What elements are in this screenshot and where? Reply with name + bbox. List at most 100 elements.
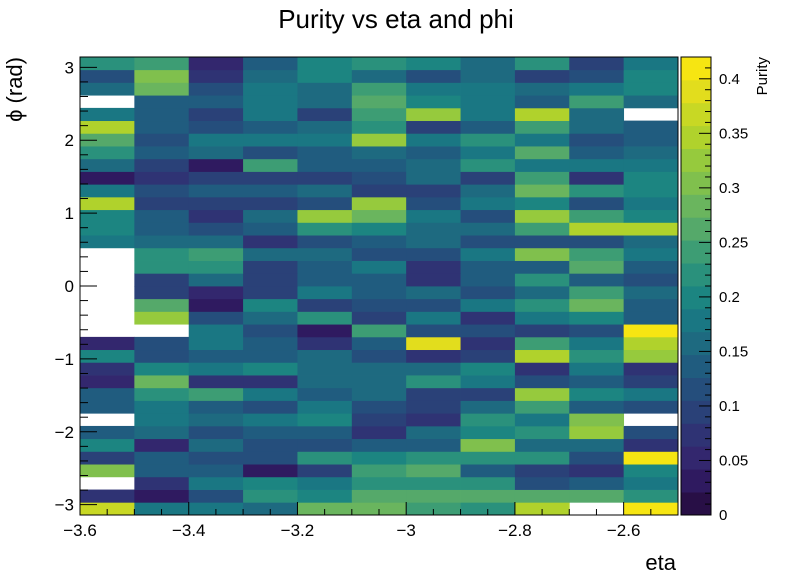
heatmap-cell	[406, 184, 461, 198]
heatmap-cell	[514, 349, 570, 363]
heatmap-cell	[514, 184, 570, 198]
heatmap-cell	[80, 120, 135, 134]
heatmap-cell	[188, 349, 244, 363]
heatmap-cell	[80, 502, 135, 516]
heatmap-cell	[351, 502, 407, 516]
heatmap-cell	[623, 235, 679, 249]
heatmap-cell	[134, 298, 190, 312]
heatmap-cell	[569, 286, 625, 300]
heatmap-cell	[406, 57, 461, 71]
color-scale-segment	[681, 79, 711, 104]
heatmap-cell	[351, 260, 407, 274]
heatmap-cell	[351, 82, 407, 96]
heatmap-cell	[351, 69, 407, 83]
heatmap-cell	[406, 387, 461, 401]
heatmap-cell	[297, 209, 353, 223]
heatmap-cell	[134, 95, 190, 109]
heatmap-cell	[188, 184, 244, 198]
z-tick-label: 0.4	[719, 71, 740, 88]
heatmap-cell	[297, 235, 353, 249]
heatmap-cell	[351, 247, 407, 261]
heatmap-cell	[243, 69, 298, 83]
heatmap-cell	[460, 298, 516, 312]
heatmap-cell	[406, 133, 461, 147]
heatmap-cell	[351, 133, 407, 147]
heatmap-cell	[569, 196, 625, 211]
heatmap-cell	[297, 362, 353, 376]
heatmap-cell	[351, 324, 407, 338]
heatmap-cell	[569, 184, 625, 198]
color-scale-segment	[681, 194, 711, 218]
heatmap-cell	[351, 451, 407, 465]
heatmap-cell	[569, 349, 625, 363]
color-scale-bar	[681, 57, 711, 516]
color-scale-segment	[681, 102, 711, 127]
heatmap-cell	[80, 425, 135, 440]
x-axis-ticks: −3.6 −3.4 −3.2 −3 −2.8 −2.6	[63, 502, 679, 540]
heatmap-cell	[188, 298, 244, 312]
heatmap-cell	[297, 438, 353, 452]
heatmap-cell	[80, 349, 135, 363]
heatmap-cell	[188, 324, 244, 338]
heatmap-cell	[569, 235, 625, 249]
heatmap-cell	[297, 57, 353, 71]
heatmap-cell	[569, 324, 625, 338]
heatmap-cell	[460, 273, 516, 287]
heatmap-cell	[514, 171, 570, 185]
y-tick-label: −2	[55, 423, 74, 442]
heatmap-cell	[569, 69, 625, 83]
x-tick-label: −2.6	[607, 521, 641, 540]
heatmap-cell	[297, 82, 353, 96]
heatmap-cell	[514, 476, 570, 490]
y-tick-label: −3	[55, 496, 74, 515]
heatmap-cell	[243, 476, 298, 490]
heatmap-cell	[134, 196, 190, 211]
heatmap-cell	[80, 387, 135, 401]
heatmap-cell	[406, 425, 461, 440]
color-scale-ticks: 0 0.05 0.1 0.15 0.2 0.25 0.3 0.35 0.4	[699, 67, 748, 524]
heatmap-cell	[243, 171, 298, 185]
heatmap-cell	[406, 438, 461, 452]
heatmap-cell	[297, 349, 353, 363]
heatmap-cell	[569, 273, 625, 287]
heatmap-cell	[569, 146, 625, 160]
heatmap-cell	[406, 273, 461, 287]
heatmap-cell	[406, 413, 461, 427]
heatmap-cell	[243, 146, 298, 160]
heatmap-cell	[514, 69, 570, 83]
heatmap-cell	[80, 82, 135, 96]
heatmap-cell	[243, 336, 298, 351]
heatmap-cell	[406, 286, 461, 300]
heatmap-cell	[351, 209, 407, 223]
color-scale-segment	[681, 125, 711, 149]
heatmap-cell	[134, 146, 190, 160]
heatmap-cell	[623, 146, 679, 160]
heatmap-cell	[80, 222, 135, 236]
heatmap-cell	[80, 489, 135, 503]
heatmap-cell	[134, 362, 190, 376]
heatmap-cell	[243, 184, 298, 198]
heatmap-cell	[351, 120, 407, 134]
heatmap-cell	[188, 57, 244, 71]
heatmap-cell	[623, 209, 679, 223]
heatmap-cell	[134, 425, 190, 440]
heatmap-cell	[297, 158, 353, 172]
heatmap-cell	[243, 133, 298, 147]
heatmap-cell	[460, 349, 516, 363]
heatmap-cell	[351, 362, 407, 376]
heatmap-cell	[623, 349, 679, 363]
heatmap-cell	[188, 400, 244, 414]
heatmap-cell	[134, 502, 190, 516]
heatmap-cell	[623, 425, 679, 440]
color-scale-segment	[681, 446, 711, 470]
heatmap-cell	[351, 107, 407, 122]
heatmap-cell	[351, 222, 407, 236]
heatmap-cell	[188, 387, 244, 401]
heatmap-cell	[134, 247, 190, 261]
heatmap-cell	[351, 146, 407, 160]
heatmap-cell	[297, 336, 353, 351]
heatmap-cell	[134, 413, 190, 427]
y-tick-label: 0	[65, 277, 74, 296]
heatmap-cell	[623, 196, 679, 211]
